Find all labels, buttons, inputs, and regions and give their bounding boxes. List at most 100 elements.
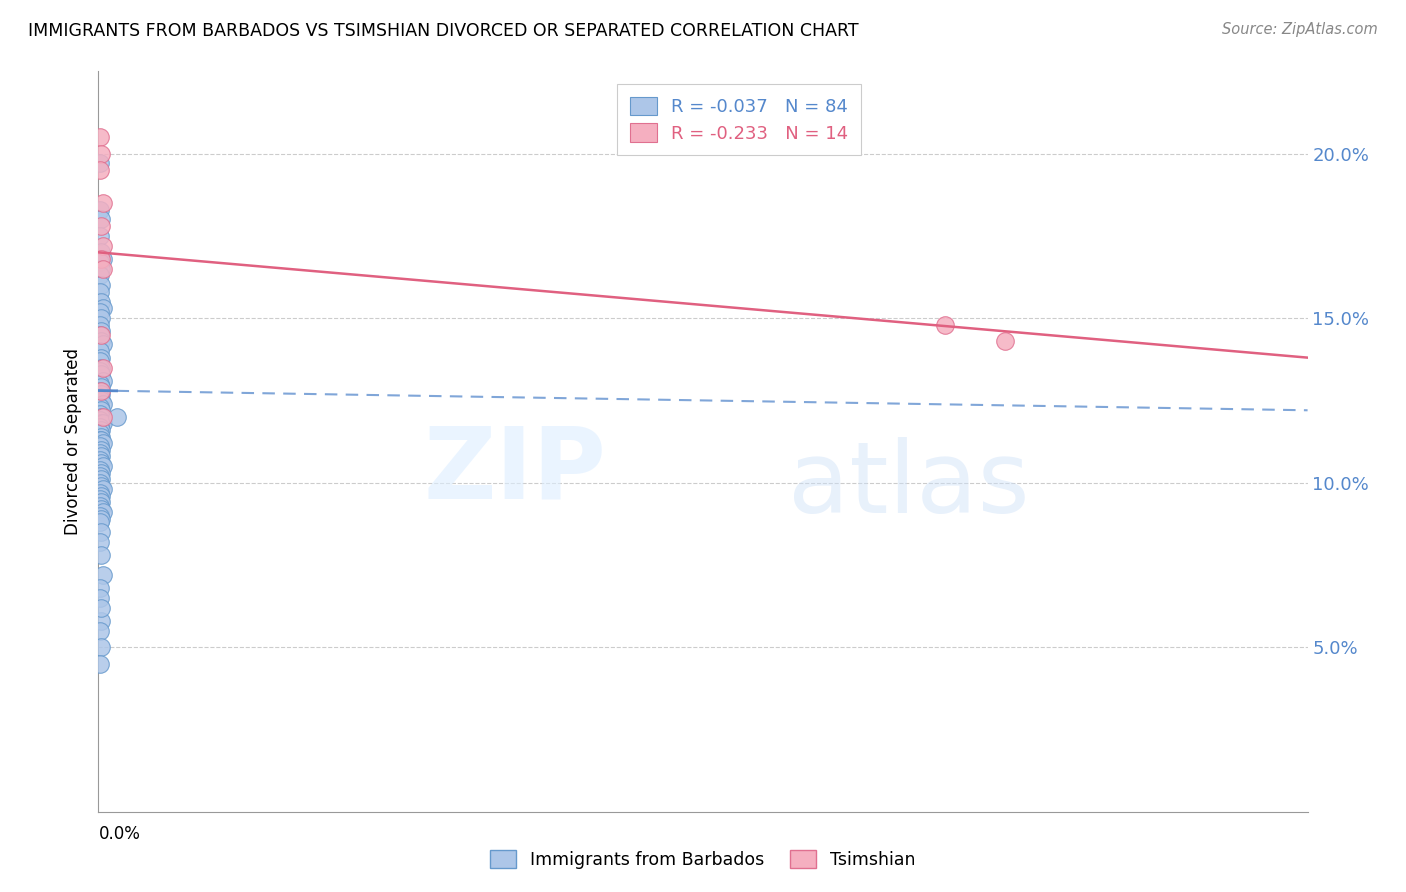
Point: [90, 311, 112, 326]
Legend: R = -0.037   N = 84, R = -0.233   N = 14: R = -0.037 N = 84, R = -0.233 N = 14: [617, 84, 862, 155]
Point: [90, 351, 112, 365]
Point: [90, 245, 112, 260]
Point: [91, 567, 114, 582]
Point: [994, 334, 1017, 348]
Point: [89, 426, 111, 441]
Point: [89, 354, 111, 368]
Point: [89, 499, 111, 513]
Point: [89, 407, 111, 421]
Point: [91, 252, 114, 266]
Point: [90, 456, 112, 470]
Point: [89, 515, 111, 529]
Point: [105, 409, 128, 424]
Point: [89, 440, 111, 454]
Point: [91, 436, 114, 450]
Point: [90, 472, 112, 486]
Point: [90, 219, 112, 233]
Point: [91, 239, 114, 253]
Point: [89, 327, 111, 342]
Y-axis label: Divorced or Separated: Divorced or Separated: [65, 348, 83, 535]
Point: [90, 417, 112, 431]
Point: [90, 614, 112, 628]
Point: [91, 459, 114, 474]
Point: [90, 384, 112, 398]
Point: [90, 146, 112, 161]
Point: [89, 285, 111, 299]
Point: [89, 304, 111, 318]
Point: [91, 196, 114, 211]
Point: [89, 376, 111, 391]
Point: [89, 452, 111, 467]
Point: [89, 384, 111, 398]
Point: [90, 380, 112, 394]
Point: [90, 450, 112, 464]
Point: [90, 548, 112, 562]
Point: [91, 417, 114, 431]
Point: [90, 403, 112, 417]
Text: Source: ZipAtlas.com: Source: ZipAtlas.com: [1222, 22, 1378, 37]
Point: [91, 505, 114, 519]
Point: [91, 337, 114, 351]
Point: [90, 278, 112, 293]
Point: [89, 446, 111, 460]
Point: [90, 367, 112, 381]
Point: [89, 492, 111, 507]
Point: [91, 397, 114, 411]
Point: [89, 433, 111, 447]
Point: [90, 524, 112, 539]
Point: [89, 364, 111, 378]
Point: [89, 390, 111, 404]
Point: [89, 255, 111, 269]
Point: [91, 374, 114, 388]
Point: [89, 591, 111, 605]
Point: [90, 252, 112, 266]
Point: [90, 429, 112, 443]
Point: [90, 334, 112, 348]
Point: [89, 624, 111, 638]
Text: ZIP: ZIP: [423, 423, 606, 520]
Point: [90, 423, 112, 437]
Point: [90, 640, 112, 655]
Point: [90, 393, 112, 408]
Point: [89, 535, 111, 549]
Point: [89, 581, 111, 595]
Point: [89, 485, 111, 500]
Point: [89, 344, 111, 359]
Point: [89, 475, 111, 490]
Point: [90, 442, 112, 457]
Point: [91, 360, 114, 375]
Point: [89, 268, 111, 283]
Point: [89, 400, 111, 414]
Point: [90, 433, 112, 447]
Point: [90, 512, 112, 526]
Point: [90, 212, 112, 227]
Point: [90, 502, 112, 516]
Point: [89, 469, 111, 483]
Point: [90, 324, 112, 338]
Text: atlas: atlas: [787, 437, 1029, 534]
Point: [934, 318, 956, 332]
Point: [90, 479, 112, 493]
Point: [90, 261, 112, 276]
Point: [89, 202, 111, 217]
Point: [89, 462, 111, 476]
Point: [89, 130, 111, 145]
Point: [89, 156, 111, 170]
Point: [89, 163, 111, 178]
Point: [90, 466, 112, 480]
Point: [91, 409, 114, 424]
Legend: Immigrants from Barbados, Tsimshian: Immigrants from Barbados, Tsimshian: [484, 844, 922, 876]
Point: [90, 387, 112, 401]
Point: [90, 360, 112, 375]
Text: 0.0%: 0.0%: [98, 825, 141, 843]
Point: [91, 482, 114, 496]
Point: [90, 409, 112, 424]
Point: [90, 489, 112, 503]
Point: [89, 419, 111, 434]
Point: [90, 327, 112, 342]
Point: [91, 261, 114, 276]
Point: [89, 413, 111, 427]
Point: [90, 495, 112, 509]
Text: IMMIGRANTS FROM BARBADOS VS TSIMSHIAN DIVORCED OR SEPARATED CORRELATION CHART: IMMIGRANTS FROM BARBADOS VS TSIMSHIAN DI…: [28, 22, 859, 40]
Point: [89, 657, 111, 671]
